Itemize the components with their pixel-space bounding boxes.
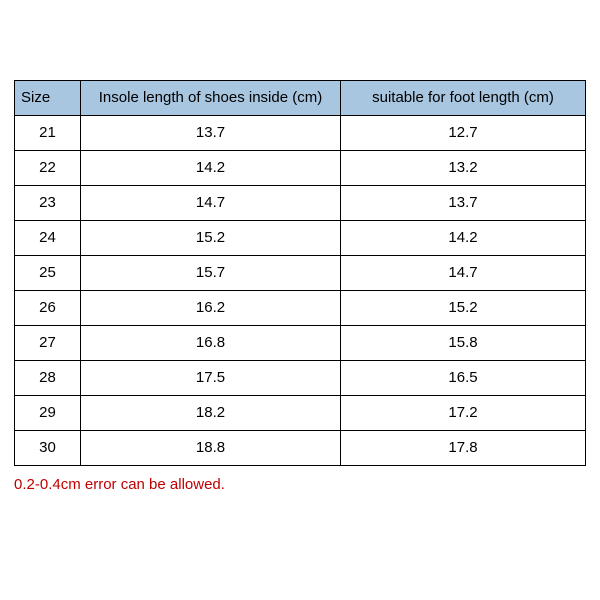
table-cell: 14.2 [81, 151, 341, 186]
table-cell: 30 [15, 431, 81, 466]
table-row: 2616.215.2 [15, 291, 586, 326]
col-header-insole: Insole length of shoes inside (cm) [81, 81, 341, 116]
table-row: 3018.817.8 [15, 431, 586, 466]
table-cell: 16.8 [81, 326, 341, 361]
table-cell: 14.2 [341, 221, 586, 256]
table-cell: 15.7 [81, 256, 341, 291]
size-table-container: Size Insole length of shoes inside (cm) … [14, 80, 586, 493]
table-cell: 13.2 [341, 151, 586, 186]
table-header-row: Size Insole length of shoes inside (cm) … [15, 81, 586, 116]
table-cell: 18.8 [81, 431, 341, 466]
table-cell: 28 [15, 361, 81, 396]
table-cell: 25 [15, 256, 81, 291]
table-row: 2515.714.7 [15, 256, 586, 291]
table-header: Size Insole length of shoes inside (cm) … [15, 81, 586, 116]
table-cell: 14.7 [81, 186, 341, 221]
table-cell: 22 [15, 151, 81, 186]
table-cell: 17.2 [341, 396, 586, 431]
table-cell: 26 [15, 291, 81, 326]
table-cell: 17.8 [341, 431, 586, 466]
table-row: 2716.815.8 [15, 326, 586, 361]
table-row: 2113.712.7 [15, 116, 586, 151]
table-cell: 29 [15, 396, 81, 431]
table-cell: 16.5 [341, 361, 586, 396]
table-cell: 15.8 [341, 326, 586, 361]
table-cell: 17.5 [81, 361, 341, 396]
table-body: 2113.712.72214.213.22314.713.72415.214.2… [15, 116, 586, 466]
table-cell: 12.7 [341, 116, 586, 151]
table-cell: 15.2 [81, 221, 341, 256]
table-row: 2415.214.2 [15, 221, 586, 256]
table-row: 2918.217.2 [15, 396, 586, 431]
table-cell: 15.2 [341, 291, 586, 326]
table-cell: 13.7 [341, 186, 586, 221]
footnote-text: 0.2-0.4cm error can be allowed. [14, 476, 586, 493]
table-cell: 16.2 [81, 291, 341, 326]
col-header-size: Size [15, 81, 81, 116]
table-row: 2817.516.5 [15, 361, 586, 396]
size-table: Size Insole length of shoes inside (cm) … [14, 80, 586, 466]
table-cell: 23 [15, 186, 81, 221]
table-cell: 27 [15, 326, 81, 361]
table-row: 2314.713.7 [15, 186, 586, 221]
table-cell: 14.7 [341, 256, 586, 291]
table-cell: 24 [15, 221, 81, 256]
table-row: 2214.213.2 [15, 151, 586, 186]
table-cell: 21 [15, 116, 81, 151]
col-header-foot: suitable for foot length (cm) [341, 81, 586, 116]
table-cell: 18.2 [81, 396, 341, 431]
table-cell: 13.7 [81, 116, 341, 151]
